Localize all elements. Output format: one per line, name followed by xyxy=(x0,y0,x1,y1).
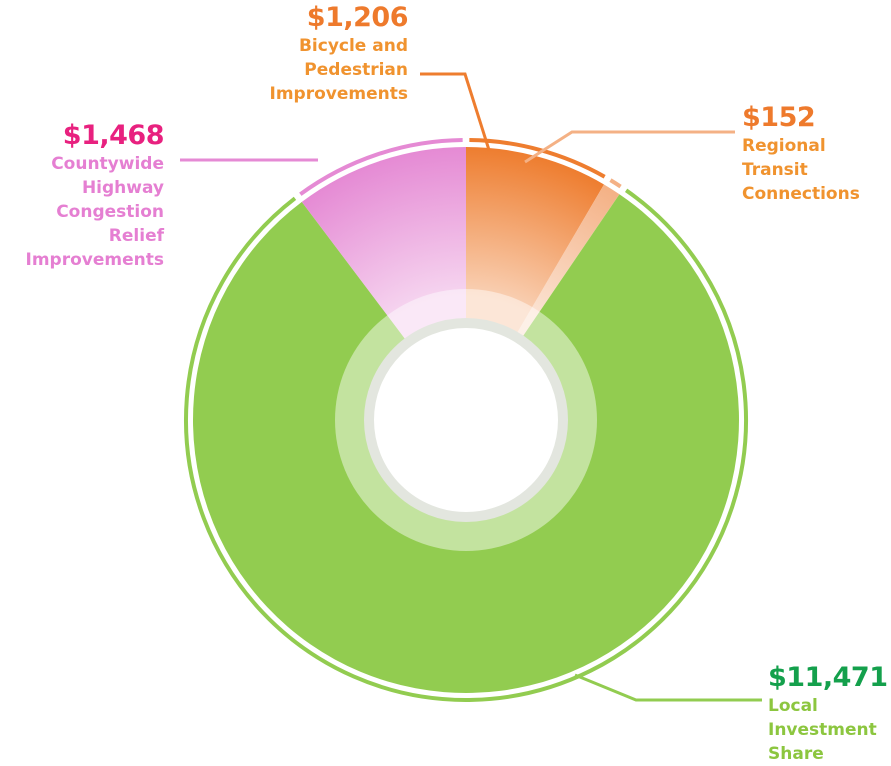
center-hole xyxy=(364,318,568,522)
leader-line xyxy=(420,72,491,151)
category-label: Local Investment Share xyxy=(768,696,877,764)
label-group: $1,206 Bicycle and Pedestrian Improvemen… xyxy=(230,2,409,106)
label-group: $1,468 Countywide Highway Congestion Rel… xyxy=(4,120,165,272)
category-label: Regional Transit Connections xyxy=(742,136,860,204)
category-label: Countywide Highway Congestion Relief Imp… xyxy=(25,154,164,270)
outer-arc xyxy=(609,178,622,189)
label-group: $152 Regional Transit Connections xyxy=(742,102,872,206)
value-label: $152 xyxy=(742,102,816,133)
outer-arc xyxy=(184,188,748,702)
outer-arc xyxy=(469,138,606,179)
category-label: Bicycle and Pedestrian Improvements xyxy=(269,36,408,104)
outer-arc xyxy=(299,138,463,196)
value-label: $1,206 xyxy=(306,2,409,33)
label-group: $11,471 Local Investment Share xyxy=(768,662,888,766)
value-label: $1,468 xyxy=(62,120,165,151)
leader-line xyxy=(574,673,762,702)
leader-line xyxy=(524,130,735,164)
value-label: $11,471 xyxy=(768,662,888,693)
